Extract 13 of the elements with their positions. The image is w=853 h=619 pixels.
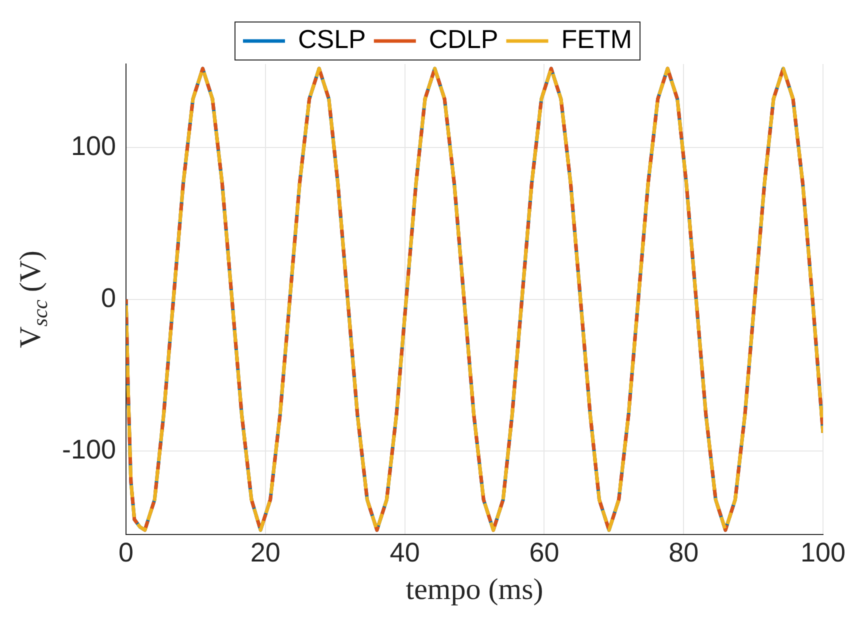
legend-label: FETM xyxy=(561,24,632,54)
legend-label: CDLP xyxy=(428,24,498,54)
legend-label: CSLP xyxy=(298,24,366,54)
x-tick-label: 20 xyxy=(250,537,280,568)
y-axis-title: Vscc (V) xyxy=(14,250,52,348)
y-tick-label: 100 xyxy=(70,130,116,161)
x-tick-label: 100 xyxy=(800,537,846,568)
x-axis-title: tempo (ms) xyxy=(406,572,544,606)
y-tick-label: 0 xyxy=(101,282,116,313)
y-tick-label: -100 xyxy=(62,434,116,465)
x-tick-label: 40 xyxy=(390,537,420,568)
x-tick-label: 80 xyxy=(668,537,699,568)
x-tick-label: 60 xyxy=(529,537,560,568)
